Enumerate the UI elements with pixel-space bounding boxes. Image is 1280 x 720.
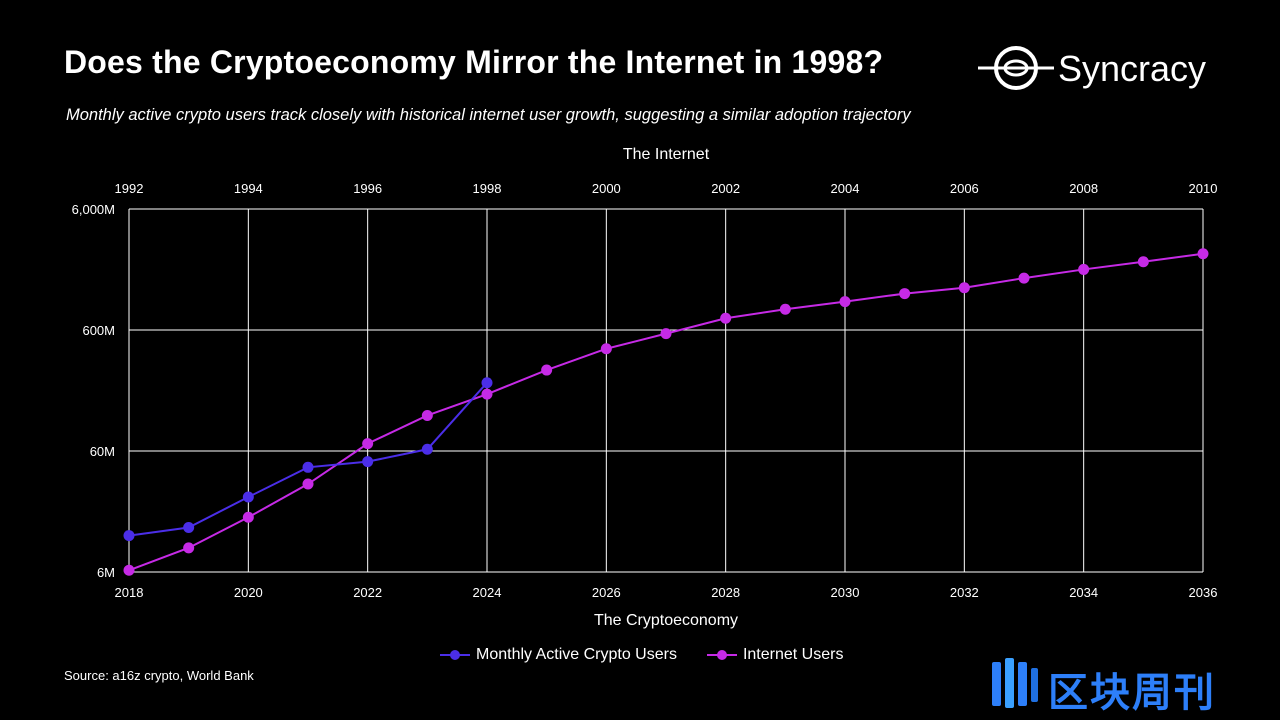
data-point-internet bbox=[720, 312, 732, 324]
series-line-crypto bbox=[128, 382, 488, 537]
data-point-crypto bbox=[362, 456, 374, 468]
x-top-tick-label: 2004 bbox=[831, 181, 860, 196]
data-point-internet bbox=[1137, 256, 1149, 268]
x-top-tick-label: 2010 bbox=[1189, 181, 1218, 196]
y-tick-label: 6M bbox=[97, 565, 115, 580]
data-point-internet bbox=[183, 542, 195, 554]
x-bottom-tick-label: 2030 bbox=[831, 585, 860, 600]
legend-item-crypto: Monthly Active Crypto Users bbox=[440, 646, 677, 664]
axis-labels: 6M 60M 600M 6,000M 2018 1992 2020 1994 2022 1996 2… bbox=[72, 146, 1218, 629]
x-bottom-tick-label: 2036 bbox=[1189, 585, 1218, 600]
data-point-internet bbox=[302, 478, 314, 490]
data-point-crypto bbox=[123, 530, 135, 542]
data-point-internet bbox=[839, 296, 851, 308]
data-point-internet bbox=[541, 364, 553, 376]
chart-subtitle: Monthly active crypto users track closel… bbox=[66, 106, 911, 124]
data-point-internet bbox=[242, 511, 254, 523]
legend-item-internet: Internet Users bbox=[706, 646, 844, 664]
data-point-internet bbox=[600, 343, 612, 355]
x-top-tick-label: 2006 bbox=[950, 181, 979, 196]
data-point-internet bbox=[779, 303, 791, 315]
x-bottom-tick-label: 2020 bbox=[234, 585, 263, 600]
data-point-internet bbox=[1078, 263, 1090, 275]
data-point-crypto bbox=[421, 443, 433, 455]
x-axis-title-top: The Internet bbox=[623, 146, 710, 163]
legend-swatch-crypto bbox=[440, 650, 470, 660]
x-top-tick-label: 1998 bbox=[473, 181, 502, 196]
watermark-icon bbox=[992, 658, 1038, 708]
data-point-crypto bbox=[242, 491, 254, 503]
x-top-tick-label: 1996 bbox=[353, 181, 382, 196]
x-axis-title-bottom: The Cryptoeconomy bbox=[594, 612, 738, 629]
data-point-crypto bbox=[481, 377, 493, 389]
legend-swatch-internet bbox=[706, 650, 737, 660]
x-bottom-tick-label: 2018 bbox=[115, 585, 144, 600]
x-top-tick-label: 2002 bbox=[711, 181, 740, 196]
watermark-text: 区块周刊 bbox=[1048, 670, 1216, 716]
x-bottom-tick-label: 2034 bbox=[1069, 585, 1098, 600]
syncracy-logo-icon bbox=[978, 46, 1054, 90]
source-note: Source: a16z crypto, World Bank bbox=[64, 668, 254, 683]
syncracy-logo: Syncracy bbox=[976, 40, 1226, 100]
x-top-tick-label: 1994 bbox=[234, 181, 263, 196]
y-tick-label: 6,000M bbox=[72, 202, 115, 217]
legend-label-crypto: Monthly Active Crypto Users bbox=[476, 646, 677, 663]
data-point-internet bbox=[958, 282, 970, 294]
data-point-internet bbox=[481, 388, 493, 400]
data-point-internet bbox=[660, 328, 672, 340]
y-tick-label: 60M bbox=[90, 444, 115, 459]
data-point-internet bbox=[899, 288, 911, 300]
x-bottom-tick-label: 2026 bbox=[592, 585, 621, 600]
x-top-tick-label: 1992 bbox=[115, 181, 144, 196]
data-point-internet bbox=[362, 438, 374, 450]
series-line-internet bbox=[128, 252, 1204, 572]
series-layer bbox=[123, 248, 1209, 576]
x-bottom-tick-label: 2022 bbox=[353, 585, 382, 600]
legend-label-internet: Internet Users bbox=[742, 646, 844, 663]
data-point-internet bbox=[123, 564, 135, 576]
data-point-crypto bbox=[302, 461, 314, 473]
x-top-tick-label: 2008 bbox=[1069, 181, 1098, 196]
data-point-internet bbox=[421, 409, 433, 421]
watermark-logo: 区块周刊 bbox=[990, 656, 1260, 716]
x-bottom-tick-label: 2024 bbox=[473, 585, 502, 600]
y-tick-label: 600M bbox=[82, 323, 115, 338]
chart-legend: Monthly Active Crypto Users Internet Use… bbox=[440, 646, 843, 664]
chart-grid bbox=[128, 208, 1204, 573]
data-point-internet bbox=[1018, 272, 1030, 284]
logo-text: Syncracy bbox=[1058, 48, 1207, 89]
x-bottom-tick-label: 2032 bbox=[950, 585, 979, 600]
x-top-tick-label: 2000 bbox=[592, 181, 621, 196]
chart-title: Does the Cryptoeconomy Mirror the Intern… bbox=[64, 44, 884, 80]
data-point-crypto bbox=[183, 521, 195, 533]
x-bottom-tick-label: 2028 bbox=[711, 585, 740, 600]
data-point-internet bbox=[1197, 248, 1209, 260]
